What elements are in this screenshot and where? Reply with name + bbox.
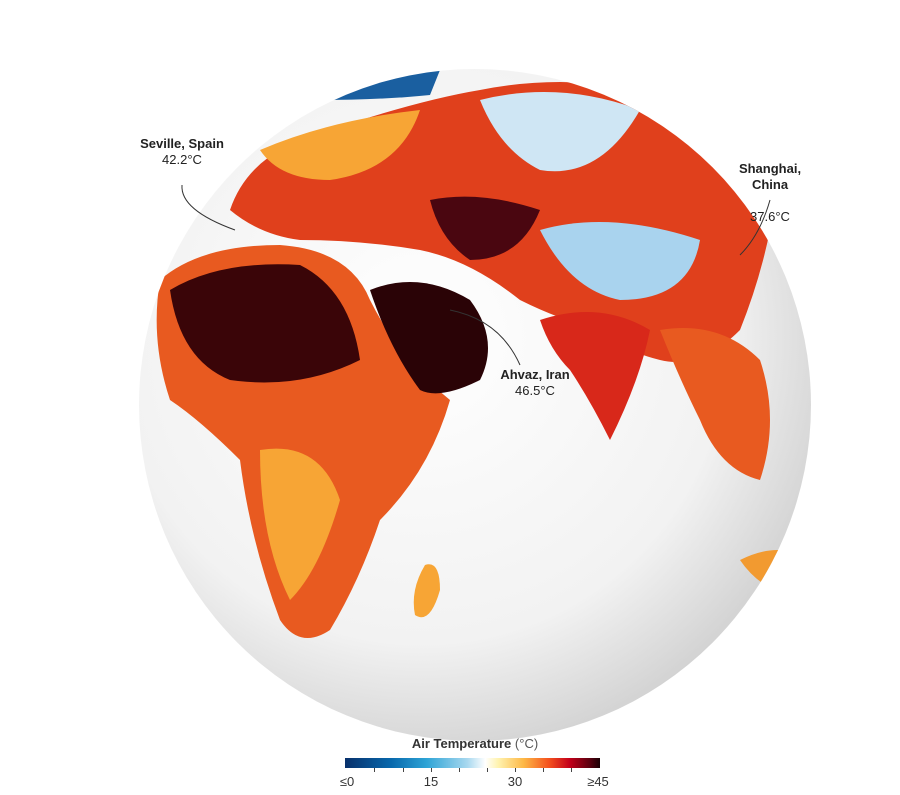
annotation-shanghai: Shanghai, China 37.6°C xyxy=(720,145,820,225)
legend-tick xyxy=(515,768,516,772)
annotation-seville: Seville, Spain 42.2°C xyxy=(122,136,242,168)
annotation-temp: 46.5°C xyxy=(515,383,555,398)
legend-label-min: ≤0 xyxy=(339,774,355,789)
legend-tick xyxy=(374,768,375,772)
leader-shanghai xyxy=(739,199,771,256)
leader-seville xyxy=(181,184,236,231)
color-legend: Air Temperature (°C) ≤0 15 30 ≥45 xyxy=(330,736,620,789)
legend-label-max: ≥45 xyxy=(587,774,609,789)
legend-label-15: 15 xyxy=(423,774,439,789)
legend-title: Air Temperature (°C) xyxy=(330,736,620,751)
legend-tick xyxy=(543,768,544,772)
annotation-temp: 37.6°C xyxy=(750,209,790,224)
annotation-city: Ahvaz, Iran xyxy=(500,367,570,382)
legend-tick xyxy=(487,768,488,772)
annotation-city: Seville, Spain xyxy=(140,136,224,151)
legend-tick xyxy=(459,768,460,772)
land-temperature xyxy=(156,69,810,638)
annotation-ahvaz: Ahvaz, Iran 46.5°C xyxy=(480,367,590,399)
legend-tick xyxy=(403,768,404,772)
legend-label-30: 30 xyxy=(507,774,523,789)
legend-color-bar xyxy=(345,758,600,768)
leader-ahvaz xyxy=(449,309,521,366)
arabia xyxy=(370,282,488,394)
legend-title-text: Air Temperature xyxy=(411,736,512,751)
legend-unit: (°C) xyxy=(514,736,539,751)
annotation-temp: 42.2°C xyxy=(162,152,202,167)
legend-tick xyxy=(431,768,432,772)
legend-tick xyxy=(571,768,572,772)
annotation-city: Shanghai, China xyxy=(738,161,802,192)
india xyxy=(540,312,650,440)
